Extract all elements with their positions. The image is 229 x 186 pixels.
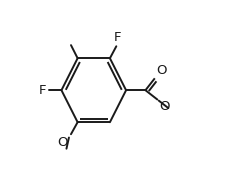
Text: O: O <box>156 64 166 77</box>
Text: O: O <box>159 100 169 113</box>
Text: O: O <box>57 136 68 149</box>
Text: F: F <box>113 31 121 44</box>
Text: F: F <box>38 84 46 97</box>
